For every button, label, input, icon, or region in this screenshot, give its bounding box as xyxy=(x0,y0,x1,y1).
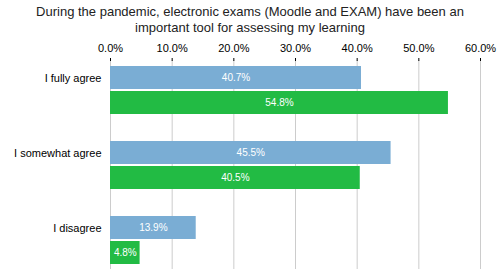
svg-text:I fully agree: I fully agree xyxy=(45,72,102,84)
svg-text:40.7%: 40.7% xyxy=(222,72,250,83)
svg-text:40.5%: 40.5% xyxy=(221,172,249,183)
svg-text:I disagree: I disagree xyxy=(53,222,101,234)
svg-text:4.8%: 4.8% xyxy=(114,247,137,258)
svg-text:10.0%: 10.0% xyxy=(157,42,188,54)
svg-text:0.0%: 0.0% xyxy=(98,42,123,54)
svg-text:40.0%: 40.0% xyxy=(342,42,373,54)
svg-text:13.9%: 13.9% xyxy=(139,222,167,233)
svg-text:45.5%: 45.5% xyxy=(237,147,265,158)
html-text:During the pandemic, electroni: During the pandemic, electronic exams (M… xyxy=(36,4,464,35)
svg-text:50.0%: 50.0% xyxy=(403,42,434,54)
svg-text:I somewhat agree: I somewhat agree xyxy=(14,147,101,159)
svg-text:60.0%: 60.0% xyxy=(465,42,496,54)
svg-text:54.8%: 54.8% xyxy=(265,97,293,108)
svg-text:30.0%: 30.0% xyxy=(280,42,311,54)
svg-text:20.0%: 20.0% xyxy=(218,42,249,54)
